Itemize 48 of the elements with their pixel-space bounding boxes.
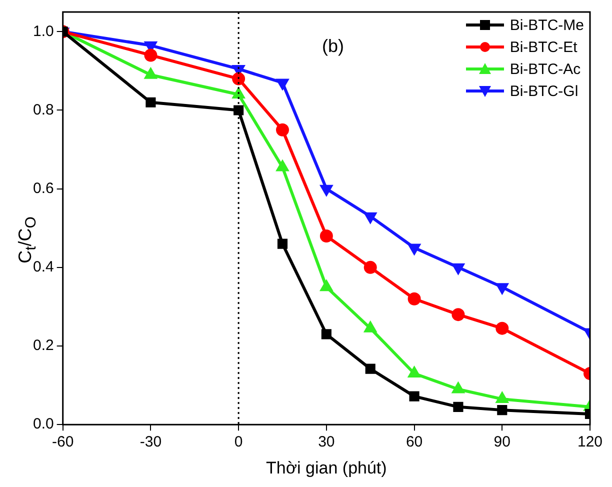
point	[277, 238, 288, 249]
point	[320, 184, 332, 196]
legend-label: Bi-BTC-Me	[510, 16, 584, 34]
point	[232, 72, 246, 86]
point	[408, 367, 420, 378]
point	[146, 97, 156, 108]
point	[496, 392, 508, 404]
point	[452, 382, 464, 394]
y-tick-label: 0.6	[32, 180, 54, 197]
y-tick-label: 0.2	[32, 337, 54, 354]
point	[144, 48, 158, 62]
point	[276, 160, 288, 172]
x-tick-label: -60	[52, 434, 74, 451]
x-tick-label: 30	[318, 434, 335, 451]
point	[364, 212, 376, 223]
point	[496, 283, 508, 294]
point	[408, 244, 420, 254]
y-tick-label: 1.0	[32, 22, 54, 40]
legend-label: Bi-BTC-Gl	[510, 82, 578, 100]
annotation: (b)	[322, 36, 344, 56]
point	[320, 229, 333, 242]
x-tick-label: 120	[577, 434, 603, 451]
point	[453, 402, 464, 412]
point	[365, 364, 376, 374]
y-tick-label: 0.8	[32, 101, 54, 118]
point	[452, 308, 465, 322]
x-axis-title: Thời gian (phút)	[266, 458, 387, 478]
legend-label: Bi-BTC-Et	[510, 38, 578, 56]
x-tick-label: 60	[406, 434, 423, 451]
y-tick-label: 0.4	[32, 258, 54, 276]
x-tick-label: -30	[140, 434, 162, 451]
point	[276, 78, 288, 90]
point	[452, 263, 464, 274]
x-tick-label: 90	[494, 434, 510, 451]
point	[234, 105, 244, 116]
point	[409, 391, 420, 402]
point	[496, 322, 509, 335]
point	[497, 405, 508, 416]
point	[321, 329, 332, 340]
point	[364, 260, 377, 274]
point	[320, 280, 332, 292]
legend-label: Bi-BTC-Ac	[510, 60, 581, 78]
point	[408, 292, 421, 306]
x-tick-label: 0	[234, 434, 243, 451]
point	[276, 123, 289, 136]
point	[232, 88, 244, 99]
point	[364, 322, 376, 332]
y-tick-label: 0.0	[32, 416, 54, 433]
